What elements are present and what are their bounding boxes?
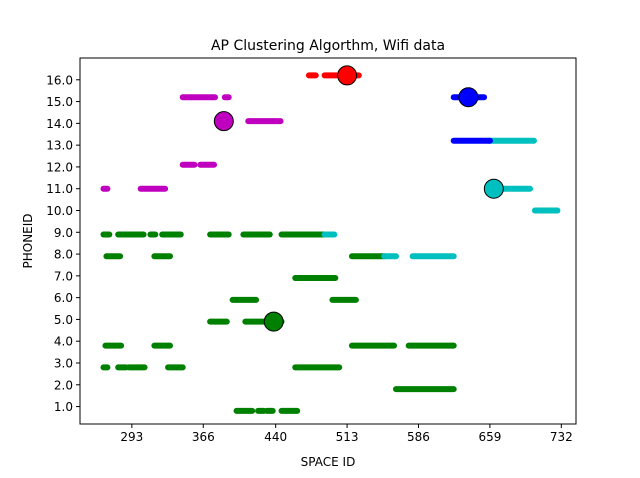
y-tick-label: 13.0 <box>46 139 73 153</box>
y-tick-label: 10.0 <box>46 204 73 218</box>
y-tick-label: 12.0 <box>46 160 73 174</box>
y-axis-label: PHONEID <box>21 213 35 268</box>
cluster-centers <box>213 65 504 332</box>
y-tick-label: 7.0 <box>54 269 73 283</box>
cluster-center-2 <box>213 111 234 132</box>
x-axis: 293 366 440 513 586 659 732 <box>120 424 573 444</box>
cluster-center-1 <box>458 87 479 108</box>
x-tick-label: 586 <box>407 430 430 444</box>
y-tick-label: 4.0 <box>54 335 73 349</box>
x-tick-label: 513 <box>336 430 359 444</box>
y-tick-label: 16.0 <box>46 73 73 87</box>
y-tick-label: 8.0 <box>54 248 73 262</box>
y-tick-label: 3.0 <box>54 357 73 371</box>
y-tick-label: 9.0 <box>54 226 73 240</box>
x-tick-label: 366 <box>192 430 215 444</box>
y-tick-label: 5.0 <box>54 313 73 327</box>
y-tick-label: 15.0 <box>46 95 73 109</box>
y-tick-label: 14.0 <box>46 117 73 131</box>
cluster-center-3 <box>483 178 504 199</box>
x-tick-label: 732 <box>550 430 573 444</box>
plot-frame <box>79 57 577 425</box>
x-tick-label: 659 <box>478 430 501 444</box>
x-tick-label: 440 <box>264 430 287 444</box>
y-tick-label: 6.0 <box>54 291 73 305</box>
cluster-center-4 <box>263 311 284 332</box>
y-tick-label: 2.0 <box>54 378 73 392</box>
y-axis: 1.0 2.0 3.0 4.0 5.0 6.0 7.0 8.0 9.0 10.0 11.0 12.0 1… <box>46 73 80 414</box>
x-axis-label: SPACE ID <box>301 455 356 469</box>
x-tick-label: 293 <box>120 430 143 444</box>
chart-title: AP Clustering Algorthm, Wifi data <box>211 38 445 54</box>
y-tick-label: 11.0 <box>46 182 73 196</box>
cluster-center-0 <box>337 65 358 86</box>
y-tick-label: 1.0 <box>54 400 73 414</box>
